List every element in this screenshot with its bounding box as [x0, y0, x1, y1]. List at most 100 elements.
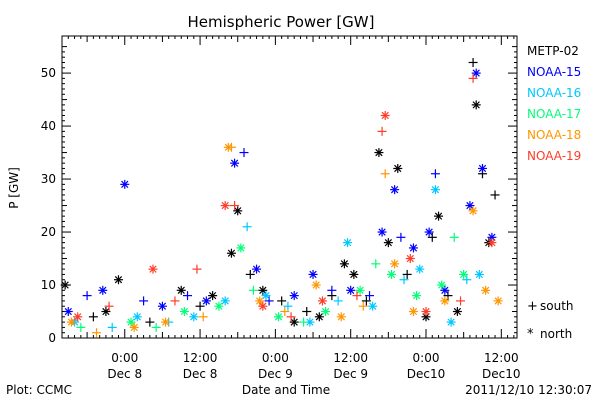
asterisk-marker [440, 285, 450, 295]
asterisk-marker [471, 68, 481, 78]
asterisk-marker [355, 285, 365, 295]
asterisk-marker [471, 100, 481, 110]
x-tick-date-label: Dec10 [482, 367, 521, 381]
x-axis-ticks: 0:00 Dec 8 12:00 Dec 8 0:00 Dec 9 12:00 Dec 9 0:… [61, 36, 521, 381]
asterisk-marker [176, 285, 186, 295]
plus-marker [230, 201, 240, 211]
asterisk-marker [255, 296, 265, 306]
plus-marker [151, 322, 161, 332]
footer-timestamp: 2011/12/10 12:30:07 [465, 383, 592, 397]
plus-marker [365, 291, 375, 301]
asterisk-marker [346, 285, 356, 295]
asterisk-marker [368, 301, 378, 311]
plus-marker [239, 148, 249, 158]
asterisk-marker [343, 238, 353, 248]
plus-marker [76, 322, 86, 332]
asterisk-marker [289, 291, 299, 301]
asterisk-marker [289, 317, 299, 327]
asterisk-marker [493, 296, 503, 306]
plus-marker [170, 296, 180, 306]
plus-marker [198, 312, 208, 322]
plus-marker [104, 301, 114, 311]
asterisk-marker [314, 312, 324, 322]
y-tick-label: 50 [41, 66, 56, 80]
plus-marker [449, 232, 459, 242]
asterisk-marker [380, 110, 390, 120]
asterisk-marker [113, 275, 123, 285]
x-tick-date-label: Dec 8 [107, 367, 142, 381]
asterisk-marker [434, 211, 444, 221]
plot-frame [61, 35, 518, 339]
plus-marker [192, 264, 202, 274]
x-tick-date-label: Dec 8 [183, 367, 218, 381]
asterisk-marker [390, 185, 400, 195]
asterisk-marker [440, 296, 450, 306]
plus-marker [430, 169, 440, 179]
asterisk-marker [430, 185, 440, 195]
plus-marker [333, 296, 343, 306]
plus-marker [302, 307, 312, 317]
plus-marker [139, 296, 149, 306]
y-tick-label: 0 [48, 331, 56, 345]
asterisk-marker [308, 269, 318, 279]
plus-marker [358, 301, 368, 311]
asterisk-marker [60, 280, 70, 290]
asterisk-marker [66, 317, 76, 327]
legend-entry-noaa-15: NOAA-15 [527, 65, 581, 79]
asterisk-marker [349, 269, 359, 279]
asterisk-marker [258, 301, 268, 311]
plus-marker [195, 301, 205, 311]
legend-entry-noaa-16: NOAA-16 [527, 86, 581, 100]
x-tick-date-label: Dec 9 [333, 367, 368, 381]
plus-marker [286, 312, 296, 322]
asterisk-marker [437, 280, 447, 290]
asterisk-marker [339, 259, 349, 269]
asterisk-marker [201, 296, 211, 306]
asterisk-marker [101, 307, 111, 317]
asterisk-marker [408, 243, 418, 253]
plus-marker [396, 232, 406, 242]
plus-marker [490, 190, 500, 200]
x-tick-time-label: 12:00 [333, 351, 368, 365]
plus-marker [145, 317, 155, 327]
asterisk-marker [412, 291, 422, 301]
asterisk-marker [405, 254, 415, 264]
asterisk-marker [179, 307, 189, 317]
chart-title: Hemispheric Power [GW] [188, 13, 375, 31]
x-tick-date-label: Dec10 [407, 367, 446, 381]
marker-legend-symbol: * [527, 327, 534, 342]
legend-entry-noaa-18: NOAA-18 [527, 128, 581, 142]
legend-entry-noaa-19: NOAA-19 [527, 149, 581, 163]
plus-marker [352, 291, 362, 301]
asterisk-marker [408, 307, 418, 317]
plus-marker [245, 269, 255, 279]
x-tick-time-label: 0:00 [111, 351, 138, 365]
plus-marker [183, 291, 193, 301]
asterisk-marker [321, 307, 331, 317]
plus-marker [468, 57, 478, 67]
asterisk-marker [148, 264, 158, 274]
asterisk-marker [252, 264, 262, 274]
asterisk-marker [311, 280, 321, 290]
legend: METP-02 NOAA-15 NOAA-16 NOAA-17 NOAA-18 NOAA-… [527, 44, 581, 163]
plus-marker [468, 73, 478, 83]
marker-legend-label-south: south [540, 299, 574, 313]
x-tick-time-label: 12:00 [183, 351, 218, 365]
plus-marker [82, 291, 92, 301]
asterisk-marker [474, 269, 484, 279]
plus-marker [226, 142, 236, 152]
asterisk-marker [452, 307, 462, 317]
legend-entry-noaa-17: NOAA-17 [527, 107, 581, 121]
asterisk-marker [487, 238, 497, 248]
asterisk-marker [459, 269, 469, 279]
asterisk-marker [274, 312, 284, 322]
asterisk-marker [226, 248, 236, 258]
asterisk-marker [465, 201, 475, 211]
plus-marker [88, 312, 98, 322]
plus-marker [283, 301, 293, 311]
x-tick-time-label: 0:00 [413, 351, 440, 365]
plus-marker [327, 285, 337, 295]
plus-marker [242, 222, 252, 232]
plus-marker [248, 285, 258, 295]
